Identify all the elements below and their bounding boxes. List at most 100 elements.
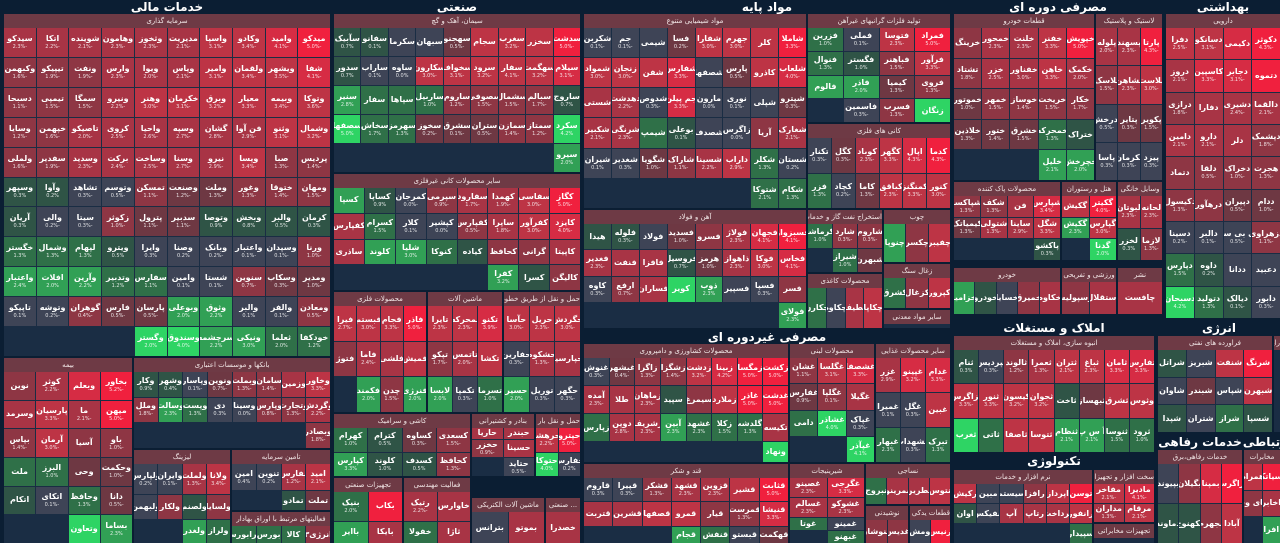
stock-tile[interactable]: ویوا -2.0% bbox=[134, 57, 167, 87]
stock-tile[interactable]: پاکشو 0.3% bbox=[1034, 239, 1060, 260]
stock-tile[interactable]: غگرجی -3.3% bbox=[827, 478, 864, 497]
stock-tile[interactable]: برکت -2.4% bbox=[102, 147, 134, 177]
stock-tile[interactable]: دی 0.3% bbox=[207, 397, 232, 423]
stock-tile[interactable]: چدن -1.5% bbox=[380, 377, 403, 412]
stock-tile[interactable]: غگلسا -3.1% bbox=[818, 358, 846, 384]
industry-title[interactable]: نشر bbox=[1118, 268, 1162, 282]
stock-tile[interactable]: دالقما -2.1% bbox=[1252, 92, 1280, 124]
stock-tile[interactable]: شرنگی -2.3% bbox=[611, 118, 639, 148]
stock-tile[interactable]: وپست 1.3% bbox=[183, 397, 207, 423]
stock-tile[interactable]: وشهر 0.4% bbox=[158, 372, 183, 397]
industry-title[interactable]: قطعات یدکی وسایل نقلیه موتوری bbox=[910, 506, 950, 520]
stock-tile[interactable]: ویشهر -3.5% bbox=[265, 57, 298, 87]
stock-tile[interactable]: سرچشمه2.2% bbox=[200, 327, 232, 356]
stock-tile[interactable]: گکیتر -4.0% bbox=[1089, 196, 1116, 217]
stock-tile[interactable]: ختوقا -1.4% bbox=[265, 177, 298, 207]
stock-tile[interactable]: کاسپین -3.3% bbox=[1194, 60, 1223, 92]
stock-tile[interactable]: کزغال bbox=[906, 278, 928, 308]
stock-tile[interactable]: ونفت -1.9% bbox=[69, 57, 102, 87]
stock-tile[interactable]: هجرت -1.3% bbox=[1252, 157, 1280, 189]
stock-tile[interactable]: قشرین bbox=[613, 502, 642, 526]
stock-tile[interactable]: وپارس -0.8% bbox=[257, 397, 281, 423]
stock-tile[interactable]: کرماشا1.0% bbox=[808, 224, 832, 248]
stock-tile[interactable]: وسالت 2.3% bbox=[158, 397, 183, 423]
stock-tile[interactable]: بی بی سی-0.5% bbox=[1223, 221, 1252, 254]
stock-tile[interactable]: کفرآور -3.0% bbox=[519, 213, 550, 239]
stock-tile[interactable]: فوکا -3.0% bbox=[751, 250, 779, 276]
stock-tile[interactable]: شستان 0.2% bbox=[779, 148, 806, 178]
stock-tile[interactable]: آرمان -3.0% bbox=[36, 429, 68, 457]
stock-tile[interactable]: ملت bbox=[4, 457, 36, 486]
industry-title[interactable]: تجهیزات مخابراتی bbox=[1094, 524, 1154, 538]
stock-tile[interactable]: وبیمه -3.4% bbox=[265, 87, 298, 117]
stock-tile[interactable]: فسپا -0.3% bbox=[751, 276, 779, 302]
stock-tile[interactable]: حبندر bbox=[503, 428, 534, 439]
stock-tile[interactable]: ددانا bbox=[1223, 254, 1252, 286]
stock-tile[interactable]: ولملت -1.3% bbox=[182, 464, 206, 495]
stock-tile[interactable]: زپارس bbox=[584, 414, 609, 441]
stock-tile[interactable]: غبین bbox=[926, 393, 950, 427]
stock-tile[interactable]: ثفارس-3.3% bbox=[1129, 350, 1154, 384]
industry-title[interactable]: فراورده های نفتی bbox=[1158, 336, 1272, 350]
stock-tile[interactable]: سفارس 1.1% bbox=[134, 267, 167, 297]
stock-tile[interactable]: شبریز bbox=[1186, 350, 1215, 377]
stock-tile[interactable]: زنجان -3.0% bbox=[611, 58, 639, 88]
stock-tile[interactable]: فزر 1.3% bbox=[808, 173, 831, 208]
industry-title[interactable]: زغال سنگ bbox=[884, 264, 950, 278]
industry-title[interactable]: سایر محصولات کانی غیرفلزی bbox=[334, 174, 580, 188]
stock-tile[interactable]: تایرا -2.3% bbox=[428, 306, 452, 341]
stock-tile[interactable]: حتوکا 4.0% bbox=[536, 452, 558, 476]
stock-tile[interactable]: مرقام -2.1% bbox=[1124, 503, 1154, 522]
stock-tile[interactable]: اسیاتک bbox=[1262, 464, 1280, 490]
stock-tile[interactable]: ساروم -1.2% bbox=[443, 86, 471, 114]
stock-tile[interactable]: ثاژا bbox=[437, 521, 470, 543]
stock-tile[interactable]: زاگرس 0.0% bbox=[723, 118, 751, 148]
stock-tile[interactable]: سبهان bbox=[416, 28, 443, 56]
stock-tile[interactable]: قنفش bbox=[701, 526, 730, 543]
stock-tile[interactable]: وسنا -2.7% bbox=[167, 147, 200, 177]
stock-tile[interactable]: نوری -0.1% bbox=[723, 88, 751, 118]
stock-tile[interactable]: کلوند 1.0% bbox=[368, 452, 402, 476]
stock-tile[interactable]: اتکای -0.1% bbox=[36, 486, 68, 515]
stock-tile[interactable]: دخراک -1.0% bbox=[1223, 157, 1252, 189]
stock-tile[interactable]: ونیرو -2.2% bbox=[102, 87, 134, 117]
stock-tile[interactable]: فولاژ -2.3% bbox=[723, 224, 751, 250]
stock-tile[interactable]: وبصادر -1.8% bbox=[306, 423, 330, 448]
stock-tile[interactable]: کساوه -0.3% bbox=[402, 428, 436, 452]
stock-tile[interactable]: شصفها bbox=[695, 58, 723, 88]
stock-tile[interactable]: وثوس bbox=[1129, 384, 1154, 418]
stock-tile[interactable]: زکوثر -1.0% bbox=[102, 207, 134, 237]
stock-tile[interactable]: غمیرا 0.1% bbox=[876, 393, 900, 427]
stock-tile[interactable]: غپینو -3.2% bbox=[901, 358, 925, 392]
stock-tile[interactable]: کپشیر 0.0% bbox=[426, 213, 457, 239]
stock-tile[interactable]: نطرین bbox=[908, 478, 929, 504]
industry-title[interactable]: سخت افزار و تجهیزات bbox=[1094, 470, 1154, 484]
stock-tile[interactable]: خکرمان -3.1% bbox=[167, 87, 200, 117]
stock-tile[interactable]: وسکاب -0.3% bbox=[265, 267, 298, 297]
stock-tile[interactable]: پدرخش-0.5% bbox=[1096, 104, 1118, 142]
stock-tile[interactable]: چکاوه bbox=[826, 288, 845, 328]
stock-tile[interactable]: والفر -0.1% bbox=[265, 297, 298, 327]
stock-tile[interactable]: وحی bbox=[68, 457, 100, 486]
stock-tile[interactable]: وگستر 2.0% bbox=[134, 327, 167, 356]
stock-tile[interactable]: غمینو bbox=[827, 518, 864, 530]
stock-tile[interactable]: انفیکس bbox=[977, 504, 1000, 523]
stock-tile[interactable]: قتربت bbox=[584, 502, 613, 526]
stock-tile[interactable]: طلا bbox=[609, 386, 635, 413]
stock-tile[interactable]: ستران -0.5% bbox=[471, 115, 498, 143]
stock-tile[interactable]: کچاد -0.2% bbox=[831, 173, 855, 208]
stock-tile[interactable]: ولصنم bbox=[182, 495, 206, 519]
stock-tile[interactable]: کهمدا -1.9% bbox=[488, 188, 519, 213]
stock-tile[interactable]: سصفها5.0% bbox=[334, 115, 361, 143]
stock-tile[interactable]: سفارود -1.7% bbox=[457, 188, 488, 213]
stock-tile[interactable]: خفنر -3.3% bbox=[1038, 28, 1066, 58]
stock-tile[interactable]: شپارس -3.4% bbox=[1034, 196, 1060, 217]
stock-tile[interactable]: کحافظ -1.3% bbox=[436, 452, 470, 476]
stock-tile[interactable]: پلاست-3.0% bbox=[1140, 66, 1162, 104]
stock-tile[interactable]: کیسون-3.2% bbox=[1004, 384, 1029, 418]
stock-tile[interactable]: واحیا -2.6% bbox=[134, 117, 167, 147]
stock-tile[interactable]: قشکر -1.3% bbox=[642, 478, 671, 502]
stock-tile[interactable]: معیار -3.3% bbox=[232, 87, 265, 117]
stock-tile[interactable]: پاسا 0.3% bbox=[1096, 142, 1118, 180]
stock-tile[interactable]: ثعمرا -1.3% bbox=[1029, 350, 1054, 384]
